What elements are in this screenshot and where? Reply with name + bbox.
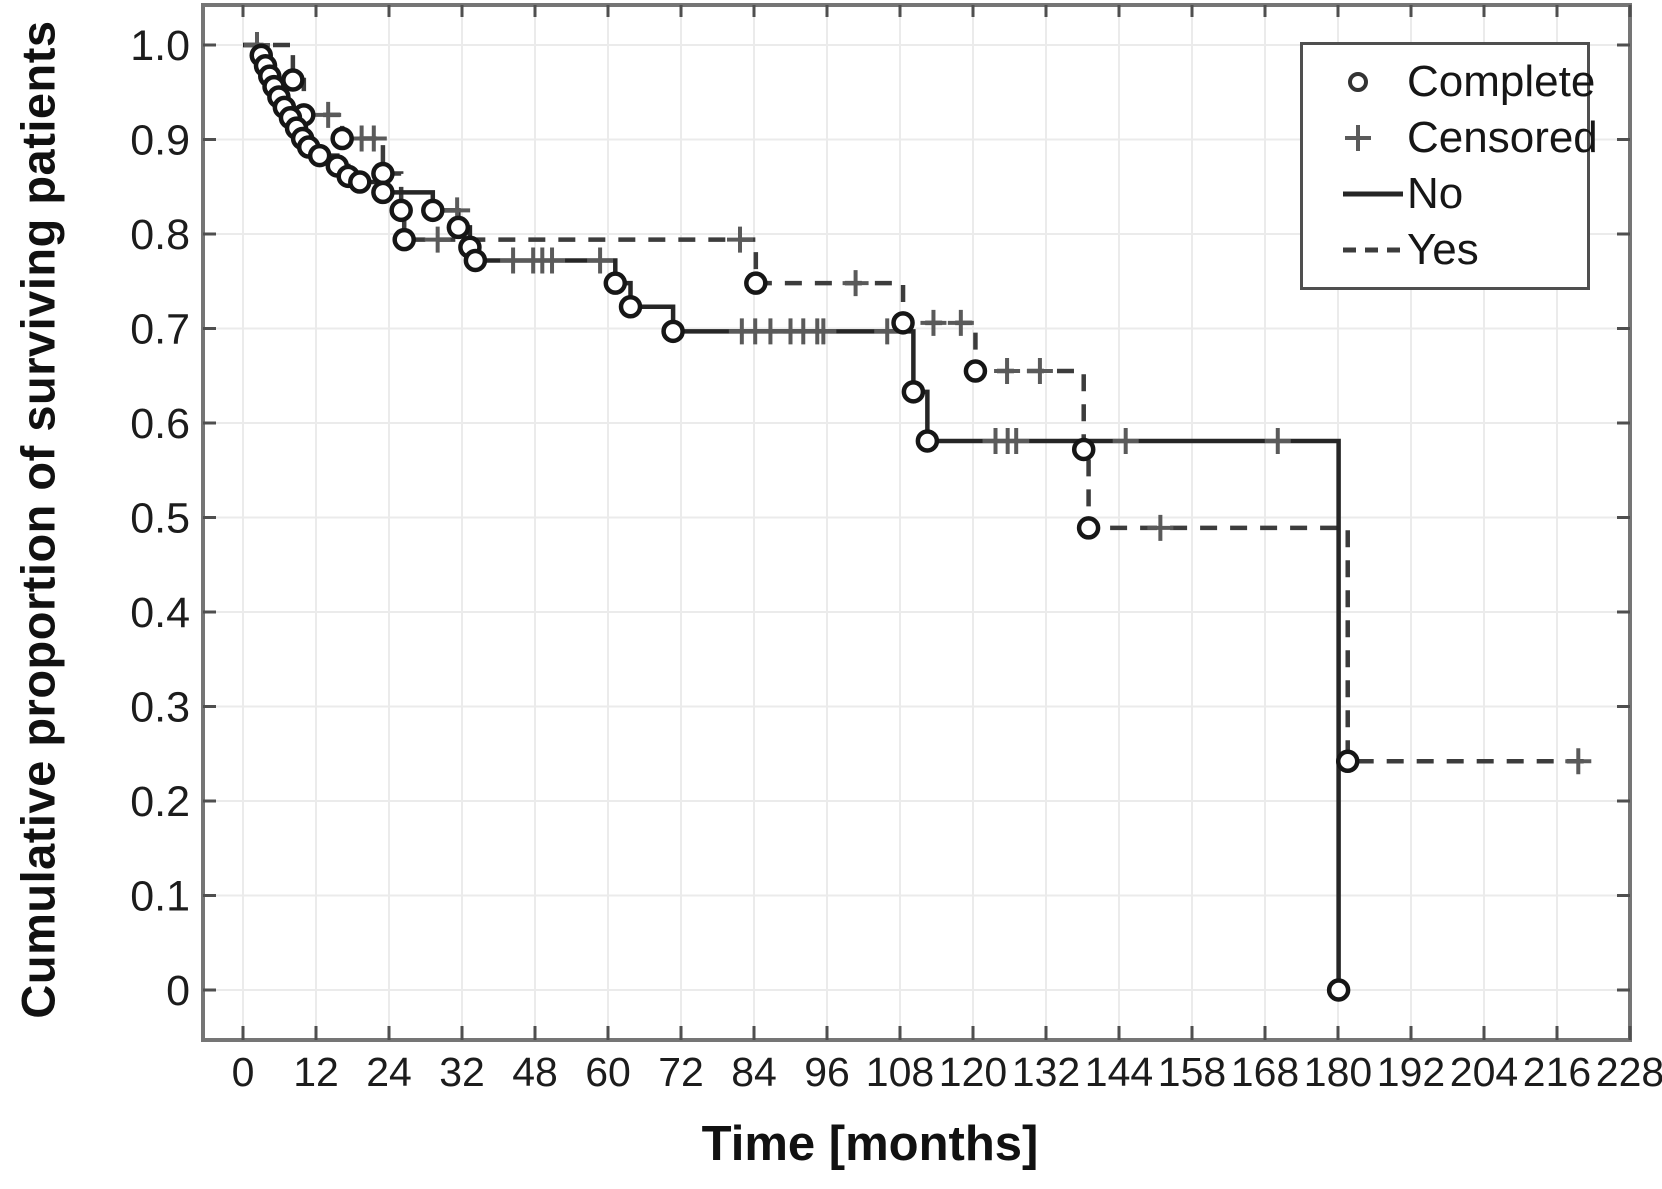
complete-mark-no (915, 429, 940, 453)
x-tick-label: 120 (939, 1049, 1007, 1095)
censored-mark-yes (842, 270, 869, 297)
complete-mark-no (901, 380, 926, 404)
y-tick-label: 0.7 (130, 306, 190, 354)
legend-label: Censored (1407, 113, 1598, 162)
complete-mark-no (307, 143, 332, 168)
x-tick-label: 96 (804, 1049, 850, 1095)
complete-mark-yes (1076, 516, 1101, 540)
censored-mark-no (1003, 427, 1030, 454)
x-axis-title: Time [months] (701, 1117, 1039, 1171)
legend-item-no: No (1341, 166, 1587, 222)
complete-mark-yes (1335, 749, 1360, 774)
complete-mark-yes (330, 126, 354, 151)
complete-mark-no (603, 271, 628, 295)
x-tick-label: 228 (1596, 1049, 1662, 1095)
x-tick-label: 12 (293, 1049, 339, 1095)
x-tick-label: 84 (731, 1049, 777, 1095)
censored-mark-yes (1147, 514, 1174, 541)
complete-mark-yes (963, 359, 988, 383)
x-tick-label: 144 (1085, 1049, 1153, 1095)
complete-mark-yes (371, 161, 395, 186)
plot-frame (201, 3, 1632, 1042)
legend-label: No (1407, 169, 1464, 218)
censored-mark-no (539, 247, 566, 274)
complete-mark-yes (392, 227, 416, 252)
y-tick-label: 0.3 (130, 684, 190, 732)
x-tick-label: 168 (1231, 1049, 1299, 1095)
x-tick-label: 24 (366, 1049, 412, 1095)
y-tick-label: 0.8 (130, 211, 190, 259)
complete-mark-no (421, 198, 445, 223)
legend-label: Complete (1407, 57, 1596, 106)
y-tick-label: 1.0 (130, 22, 190, 70)
complete-mark-yes (281, 68, 305, 92)
x-tick-label: 48 (512, 1049, 558, 1095)
complete-mark-no (463, 248, 488, 273)
censored-mark-no (1264, 427, 1291, 454)
censored-mark-no (1112, 427, 1139, 454)
y-tick-label: 0.1 (130, 873, 190, 921)
censored-plus-icon (1341, 121, 1405, 155)
complete-mark-no (661, 319, 685, 344)
complete-mark-no (618, 295, 643, 319)
legend-item-yes: Yes (1341, 222, 1587, 278)
x-tick-label: 60 (585, 1049, 631, 1095)
legend-label: Yes (1407, 225, 1479, 274)
complete-mark-yes (1071, 437, 1096, 462)
complete-mark-yes (891, 311, 915, 335)
complete-mark-yes (744, 271, 768, 295)
x-tick-label: 0 (232, 1049, 255, 1095)
x-tick-label: 216 (1523, 1049, 1591, 1095)
x-tick-label: 72 (658, 1049, 704, 1095)
complete-mark-no (1326, 978, 1351, 1002)
legend-item-complete: Complete (1341, 54, 1595, 110)
censored-mark-yes (424, 226, 451, 253)
x-tick-label: 204 (1450, 1049, 1518, 1095)
x-tick-label: 180 (1304, 1049, 1372, 1095)
censored-mark-yes (315, 101, 342, 128)
complete-mark-no (371, 180, 395, 205)
complete-mark-no (446, 215, 471, 240)
censored-mark-no (810, 318, 837, 345)
y-tick-label: 0.4 (130, 589, 190, 637)
dashed-line-icon (1341, 244, 1405, 256)
solid-line-icon (1341, 188, 1405, 200)
censored-mark-yes (1565, 748, 1592, 775)
x-tick-label: 32 (439, 1049, 485, 1095)
x-tick-label: 108 (866, 1049, 934, 1095)
x-tick-label: 192 (1377, 1049, 1445, 1095)
complete-circle-icon (1341, 65, 1405, 99)
y-tick-label: 0.6 (130, 400, 190, 448)
censored-mark-yes (920, 309, 947, 336)
x-tick-label: 132 (1012, 1049, 1080, 1095)
censored-mark-no (587, 247, 614, 274)
x-tick-label: 158 (1158, 1049, 1226, 1095)
censored-mark-yes (360, 125, 387, 152)
y-tick-label: 0.5 (130, 495, 190, 543)
censored-mark-yes (994, 358, 1021, 385)
y-tick-label: 0.9 (130, 117, 190, 165)
legend-box: Complete Censored No Yes (1300, 42, 1598, 290)
censored-mark-yes (1026, 358, 1053, 385)
censored-mark-yes (727, 226, 754, 253)
y-tick-label: 0.2 (130, 778, 190, 826)
censored-mark-yes (947, 309, 974, 336)
complete-mark-no (348, 170, 372, 194)
complete-mark-yes (389, 198, 413, 223)
legend-item-censored: Censored (1341, 110, 1598, 166)
y-tick-label: 0 (166, 967, 190, 1015)
y-axis-title: Cumulative proportion of surviving patie… (11, 20, 65, 1019)
